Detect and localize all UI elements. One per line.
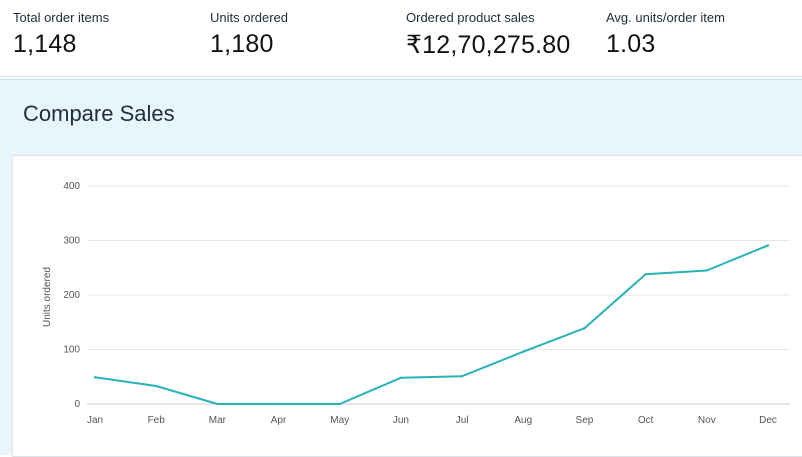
x-tick-label: Feb: [148, 415, 166, 426]
data-point-jul: [460, 375, 464, 378]
x-tick-label: Aug: [514, 415, 532, 426]
metric-label: Units ordered: [210, 10, 289, 25]
metric-ordered-product-sales: Ordered product sales ₹12,70,275.80: [406, 10, 570, 60]
data-point-apr: [277, 402, 280, 406]
data-point-may: [338, 402, 341, 406]
compare-sales-panel: Compare Sales 0 100 200 300 400 Jan Feb Mar Apr M…: [0, 79, 802, 457]
data-point-jun: [399, 376, 403, 380]
compare-sales-title: Compare Sales: [23, 101, 175, 126]
units-ordered-line-chart: 0 100 200 300 400 Jan Feb Mar Apr May Jun Jul Aug Sep…: [42, 181, 790, 426]
metric-value: 1,148: [13, 30, 77, 58]
data-point-aug: [522, 350, 525, 353]
y-tick-label: 200: [63, 290, 80, 301]
x-tick-label: May: [330, 415, 349, 426]
chart-card: 0 100 200 300 400 Jan Feb Mar Apr May Jun Jul Aug Sep…: [12, 155, 802, 457]
data-point-dec: [766, 244, 770, 247]
y-tick-label: 300: [63, 236, 80, 247]
metric-label: Total order items: [13, 10, 110, 25]
x-tick-label: Nov: [698, 415, 716, 426]
x-tick-label: Apr: [271, 415, 287, 426]
y-axis-title: Units ordered: [42, 267, 53, 327]
y-tick-label: 100: [63, 345, 80, 356]
metric-avg-units-per-order-item: Avg. units/order item 1.03: [606, 10, 725, 59]
y-tick-label: 400: [63, 181, 80, 192]
x-tick-label: Mar: [209, 415, 227, 426]
metric-value: 1,180: [210, 30, 274, 58]
series-line-0: [94, 244, 769, 405]
metric-value: ₹12,70,275.80: [406, 31, 571, 59]
metric-total-order-items: Total order items 1,148: [13, 10, 109, 59]
x-tick-label: Jan: [87, 415, 103, 426]
x-tick-label: Dec: [759, 415, 777, 426]
data-point-sep: [583, 327, 586, 330]
metric-value: 1.03: [606, 30, 656, 58]
data-point-mar: [216, 402, 219, 406]
y-tick-label: 0: [74, 399, 80, 410]
x-tick-label: Oct: [638, 415, 654, 426]
x-tick-label: Jul: [456, 415, 469, 426]
metric-label: Ordered product sales: [406, 10, 535, 25]
data-point-feb: [154, 384, 158, 388]
metric-units-ordered: Units ordered 1,180: [210, 10, 288, 59]
metrics-bar: Total order items 1,148 Units ordered 1,…: [0, 0, 802, 77]
x-tick-label: Sep: [576, 415, 594, 426]
data-point-oct: [644, 273, 647, 276]
data-point-nov: [705, 269, 709, 272]
metric-label: Avg. units/order item: [606, 10, 725, 25]
x-tick-label: Jun: [393, 415, 409, 426]
data-point-jan: [93, 376, 97, 379]
